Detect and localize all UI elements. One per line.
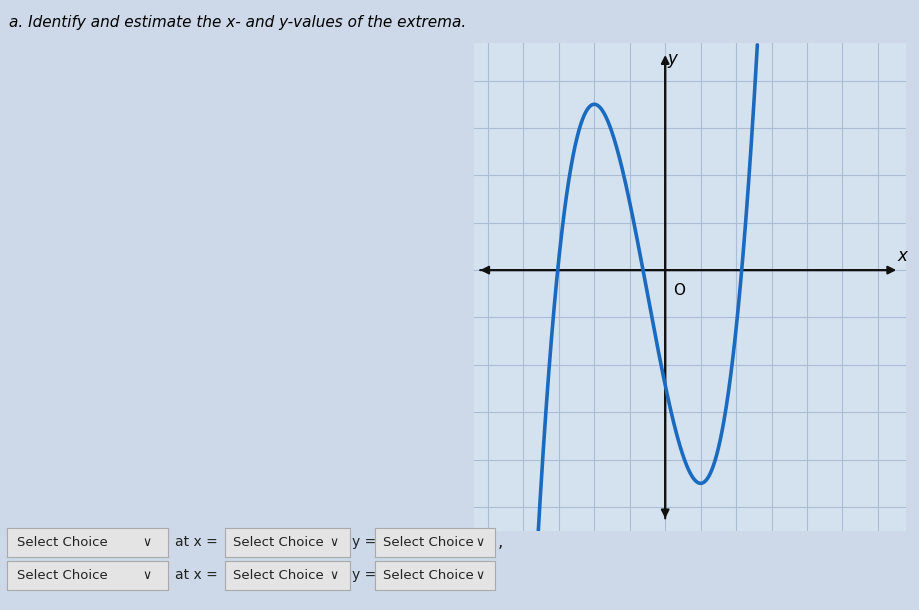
Text: Select Choice: Select Choice: [382, 536, 472, 549]
Text: ∨: ∨: [142, 569, 152, 582]
Text: Select Choice: Select Choice: [233, 536, 323, 549]
Text: ∨: ∨: [142, 536, 152, 549]
Text: Select Choice: Select Choice: [17, 569, 108, 582]
Text: at x =: at x =: [175, 536, 217, 549]
Text: ,: ,: [497, 533, 503, 551]
Text: Select Choice: Select Choice: [382, 569, 472, 582]
Text: ∨: ∨: [475, 536, 484, 549]
Text: ∨: ∨: [475, 569, 484, 582]
Text: Select Choice: Select Choice: [233, 569, 323, 582]
Text: y: y: [666, 50, 676, 68]
Text: y =: y =: [352, 536, 376, 549]
Text: Select Choice: Select Choice: [17, 536, 108, 549]
Text: x: x: [897, 248, 907, 265]
Text: ∨: ∨: [329, 569, 338, 582]
Text: O: O: [673, 284, 685, 298]
Text: at x =: at x =: [175, 569, 217, 582]
Text: a. Identify and estimate the x- and y-values of the extrema.: a. Identify and estimate the x- and y-va…: [9, 15, 466, 30]
Text: ∨: ∨: [329, 536, 338, 549]
Text: y =: y =: [352, 569, 376, 582]
